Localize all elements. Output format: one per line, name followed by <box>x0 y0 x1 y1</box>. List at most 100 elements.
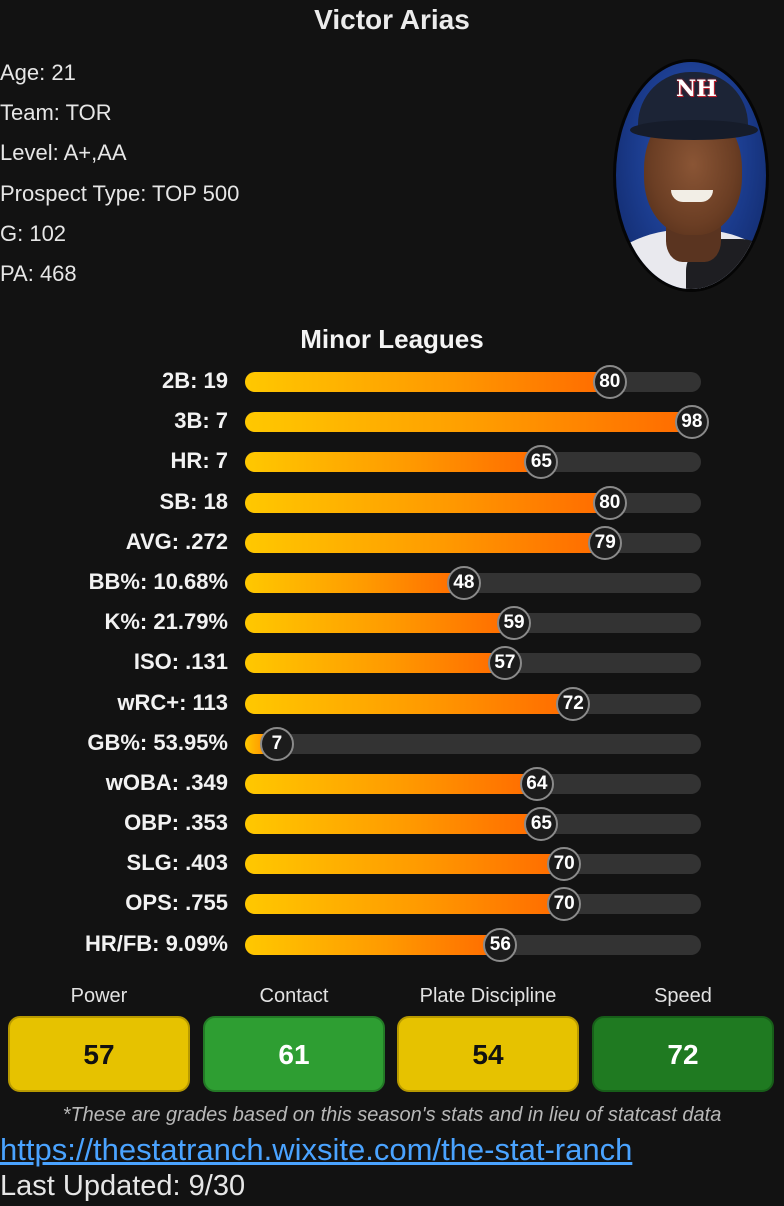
stat-fill <box>245 854 565 875</box>
percentile-badge: 70 <box>547 887 582 922</box>
percentile-badge: 57 <box>487 646 522 681</box>
stat-bars: 2B: 19 80 3B: 7 98 HR: 7 65 SB: 18 80 AVG: .272 7… <box>0 362 784 965</box>
stat-fill <box>245 894 565 915</box>
stat-row: wOBA: .349 64 <box>0 764 784 804</box>
percentile-badge: 98 <box>674 405 709 440</box>
stat-fill <box>245 412 692 433</box>
info-age: Age: 21 <box>0 60 76 85</box>
stat-track: 80 <box>245 365 701 399</box>
info-games: G: 102 <box>0 220 67 246</box>
stat-row: SLG: .403 70 <box>0 844 784 884</box>
stat-row: 3B: 7 98 <box>0 402 784 442</box>
stat-track: 64 <box>245 766 701 801</box>
grade-value: 61 <box>203 1016 385 1092</box>
grade-label: Plate Discipline <box>419 985 557 1007</box>
stat-label: HR: 7 <box>170 448 228 474</box>
grade-card-speed: Speed 72 <box>592 982 774 1092</box>
stat-fill <box>245 372 610 392</box>
stat-row: OPS: .755 70 <box>0 884 784 924</box>
stat-track: 80 <box>245 485 701 520</box>
percentile-badge: 80 <box>592 485 627 520</box>
stat-fill <box>245 653 505 674</box>
stat-track: 79 <box>245 525 701 560</box>
percentile-badge: 65 <box>524 807 559 842</box>
stat-track: 70 <box>245 887 701 922</box>
info-plate-appearances: PA: 468 <box>0 260 77 286</box>
stat-label: OBP: .353 <box>124 810 228 836</box>
stat-fill <box>245 452 542 473</box>
percentile-badge: 56 <box>483 927 518 962</box>
percentile-badge: 7 <box>259 726 294 761</box>
stat-track: 98 <box>245 405 709 440</box>
percentile-badge: 65 <box>524 445 559 480</box>
stat-label: 3B: 7 <box>174 408 228 434</box>
grade-value: 57 <box>8 1016 190 1092</box>
stat-track: 48 <box>245 565 701 600</box>
photo-cap-brim <box>630 120 758 140</box>
stat-fill <box>245 814 542 835</box>
percentile-badge: 64 <box>519 766 554 801</box>
stat-label: HR/FB: 9.09% <box>84 930 228 956</box>
stat-row: SB: 18 80 <box>0 483 784 523</box>
stat-fill <box>245 934 501 955</box>
percentile-badge: 72 <box>556 686 591 721</box>
grade-value: 72 <box>592 1016 774 1092</box>
stat-track: 65 <box>245 445 701 480</box>
stat-fill <box>245 613 515 634</box>
stat-label: SLG: .403 <box>126 850 228 876</box>
stat-label: K%: 21.79% <box>104 609 228 635</box>
stat-row: GB%: 53.95% 7 <box>0 724 784 764</box>
stat-label: BB%: 10.68% <box>88 568 228 594</box>
cap-logo-icon: NH <box>676 76 717 102</box>
stat-row: BB%: 10.68% 48 <box>0 563 784 603</box>
stat-fill <box>245 773 537 794</box>
stat-row: AVG: .272 79 <box>0 523 784 563</box>
stat-row: HR/FB: 9.09% 56 <box>0 925 784 965</box>
stat-track: 70 <box>245 847 701 882</box>
stat-track: 57 <box>245 646 701 681</box>
stat-label: AVG: .272 <box>125 528 228 554</box>
stat-label: wRC+: 113 <box>117 689 228 715</box>
stat-row: OBP: .353 65 <box>0 804 784 844</box>
info-team: Team: TOR <box>0 100 112 126</box>
percentile-badge: 80 <box>592 365 627 399</box>
grade-card-contact: Contact 61 <box>203 982 385 1092</box>
stat-fill <box>245 532 606 553</box>
stat-row: K%: 21.79% 59 <box>0 603 784 643</box>
grade-value: 54 <box>397 1016 579 1092</box>
player-photo: NH <box>613 59 769 292</box>
stat-label: ISO: .131 <box>133 649 228 675</box>
stat-track: 72 <box>245 686 701 721</box>
stat-label: SB: 18 <box>159 488 228 514</box>
stat-row: 2B: 19 80 <box>0 362 784 402</box>
stat-row: ISO: .131 57 <box>0 643 784 683</box>
stat-label: wOBA: .349 <box>105 769 228 795</box>
grade-card-plate-discipline: Plate Discipline 54 <box>397 982 579 1092</box>
stat-fill <box>245 492 610 513</box>
stat-ranch-link[interactable]: https://thestatranch.wixsite.com/the-sta… <box>0 1132 633 1167</box>
stat-label: OPS: .755 <box>125 890 228 916</box>
photo-smile <box>671 190 713 202</box>
stat-track: 59 <box>245 606 701 641</box>
stat-label: 2B: 19 <box>161 368 228 393</box>
section-title: Minor Leagues <box>300 324 484 354</box>
stat-track: 7 <box>245 726 701 761</box>
stat-track: 56 <box>245 927 701 962</box>
grades-footnote: *These are grades based on this season's… <box>62 1104 722 1126</box>
percentile-badge: 70 <box>547 847 582 882</box>
stat-label: GB%: 53.95% <box>87 729 228 755</box>
grade-label: Power <box>70 985 128 1007</box>
last-updated: Last Updated: 9/30 <box>0 1170 246 1202</box>
stat-fill <box>245 693 574 714</box>
info-level: Level: A+,AA <box>0 140 127 166</box>
stat-track: 65 <box>245 807 701 842</box>
stat-fill <box>245 572 464 593</box>
percentile-badge: 48 <box>446 565 481 600</box>
grade-label: Speed <box>654 985 712 1007</box>
percentile-badge: 79 <box>588 525 623 560</box>
player-info: Age: 21 Team: TOR Level: A+,AA Prospect … <box>0 58 239 299</box>
stat-row: wRC+: 113 72 <box>0 684 784 724</box>
info-prospect-type: Prospect Type: TOP 500 <box>0 180 240 206</box>
player-name: Victor Arias <box>314 4 470 35</box>
grade-label: Contact <box>259 985 329 1007</box>
